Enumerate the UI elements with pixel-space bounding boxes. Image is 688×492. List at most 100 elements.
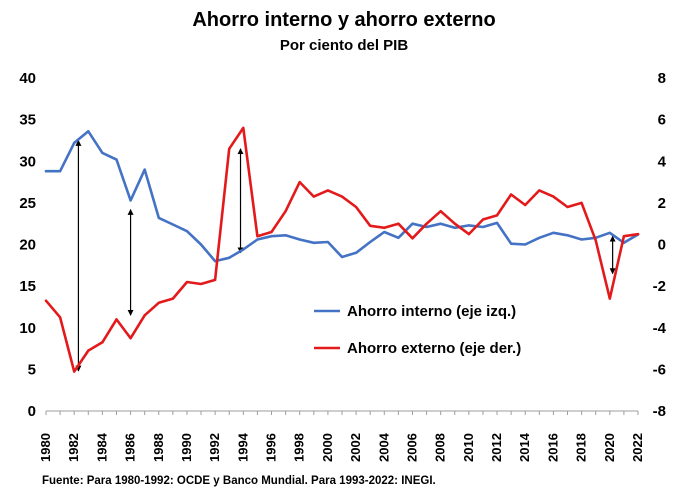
x-tick-label: 2012 xyxy=(489,433,504,462)
ahorro-interno-point xyxy=(411,222,414,225)
ahorro-interno-point xyxy=(425,225,428,229)
ahorro-interno-point xyxy=(453,226,456,229)
x-tick-label: 2022 xyxy=(630,433,645,462)
ahorro-externo-point xyxy=(242,126,245,130)
ahorro-externo-point xyxy=(425,222,428,225)
ahorro-externo-point xyxy=(524,203,527,207)
ahorro-externo-point xyxy=(340,195,344,198)
ahorro-externo-point xyxy=(594,239,597,242)
ahorro-interno-point xyxy=(566,234,569,237)
ahorro-externo-point xyxy=(636,232,640,236)
source-note: Fuente: Para 1980-1992: OCDE y Banco Mun… xyxy=(42,475,436,487)
ahorro-interno-point xyxy=(369,240,372,244)
ahorro-externo-point xyxy=(326,189,330,192)
x-tick-label: 1984 xyxy=(94,432,109,462)
y-left-tick-label: 5 xyxy=(28,361,36,378)
ahorro-externo-point xyxy=(510,193,513,196)
y-right-tick-label: -4 xyxy=(653,320,667,337)
ahorro-externo-point xyxy=(44,299,48,302)
ahorro-externo-point xyxy=(467,232,470,236)
x-tick-label: 2020 xyxy=(602,433,617,462)
ahorro-interno-point xyxy=(143,168,146,171)
ahorro-externo-point xyxy=(101,341,104,344)
y-right-tick-label: 0 xyxy=(658,237,666,254)
ahorro-externo-point xyxy=(73,370,76,373)
x-tick-label: 2014 xyxy=(517,432,532,462)
ahorro-interno-point xyxy=(608,231,611,234)
ahorro-interno-point xyxy=(312,241,315,244)
ahorro-interno-point xyxy=(129,199,132,202)
ahorro-externo-point xyxy=(453,222,456,225)
ahorro-interno-point xyxy=(580,238,583,241)
ahorro-externo-point xyxy=(143,314,146,317)
ahorro-interno-point xyxy=(115,158,118,161)
ahorro-externo-line xyxy=(44,126,640,373)
x-tick-label: 2000 xyxy=(320,433,335,462)
x-tick-label: 1988 xyxy=(151,433,166,462)
chart-subtitle: Por ciento del PIB xyxy=(280,37,409,54)
ahorro-interno-point xyxy=(101,151,104,155)
ahorro-interno-point xyxy=(44,170,48,173)
ahorro-externo-point xyxy=(481,218,485,221)
ahorro-externo-point xyxy=(298,180,301,184)
axes: 0 5 10 15 20 25 30 35 40 -8 -6 -4 -2 0 2 4 6 8 1980 1982 198… xyxy=(19,70,666,462)
ahorro-externo-point xyxy=(397,222,400,225)
legend-label: Ahorro externo (eje der.) xyxy=(347,340,521,357)
ahorro-externo-point xyxy=(608,297,611,300)
ahorro-externo-point xyxy=(185,280,189,284)
x-tick-label: 2018 xyxy=(574,433,589,462)
y-left-tick-label: 10 xyxy=(19,320,36,337)
ahorro-externo-point xyxy=(495,214,499,217)
ahorro-interno-point xyxy=(199,243,203,246)
ahorro-externo-point xyxy=(199,282,203,286)
ahorro-interno-point xyxy=(256,238,259,241)
chart-title: Ahorro interno y ahorro externo xyxy=(192,9,495,31)
ahorro-externo-point xyxy=(552,195,555,198)
ahorro-externo-point xyxy=(411,237,414,240)
ahorro-externo-point xyxy=(214,278,217,281)
ahorro-externo-point xyxy=(622,235,626,238)
x-tick-label: 1986 xyxy=(123,433,138,462)
ahorro-externo-point xyxy=(115,318,118,321)
y-right-tick-label: -6 xyxy=(653,361,666,378)
x-tick-label: 2008 xyxy=(433,433,448,462)
ahorro-interno-point xyxy=(383,230,386,234)
ahorro-interno-point xyxy=(171,223,174,226)
y-left-tick-label: 25 xyxy=(19,195,36,212)
x-tick-label: 1996 xyxy=(264,433,279,462)
y-left-tick-label: 0 xyxy=(28,403,36,420)
x-tick-label: 1990 xyxy=(179,433,194,462)
legend-label: Ahorro interno (eje izq.) xyxy=(347,303,516,320)
ahorro-interno-point xyxy=(185,230,189,233)
y-right-tick-label: -8 xyxy=(653,403,666,420)
ahorro-interno-point xyxy=(87,130,90,133)
ahorro-interno-point xyxy=(510,242,513,245)
ahorro-externo-point xyxy=(580,201,583,204)
ahorro-externo-point xyxy=(58,316,62,319)
y-right-tick-label: -2 xyxy=(653,278,666,295)
ahorro-externo-point xyxy=(439,210,442,213)
legend: Ahorro interno (eje izq.) Ahorro externo … xyxy=(314,303,521,357)
ahorro-interno-point xyxy=(298,238,301,241)
ahorro-externo-point xyxy=(256,235,259,238)
ahorro-interno-point xyxy=(270,235,273,238)
ahorro-externo-point xyxy=(157,301,160,304)
y-right-tick-label: 2 xyxy=(658,195,666,212)
annotations xyxy=(75,139,616,372)
ahorro-interno-point xyxy=(284,234,287,237)
x-tick-label: 2002 xyxy=(348,433,363,462)
ahorro-interno-point xyxy=(214,260,217,263)
ahorro-externo-point xyxy=(538,189,541,192)
y-right-tick-label: 6 xyxy=(658,112,666,129)
x-tick-label: 2010 xyxy=(461,433,476,462)
y-right-tick-label: 4 xyxy=(658,153,667,170)
x-tick-label: 1980 xyxy=(38,433,53,462)
ahorro-externo-point xyxy=(270,230,273,234)
ahorro-interno-point xyxy=(538,236,541,239)
ahorro-interno-point xyxy=(439,222,442,225)
ahorro-externo-point xyxy=(369,224,372,227)
ahorro-externo-point xyxy=(383,226,386,229)
x-tick-label: 1994 xyxy=(235,432,250,462)
x-tick-label: 1998 xyxy=(292,433,307,462)
